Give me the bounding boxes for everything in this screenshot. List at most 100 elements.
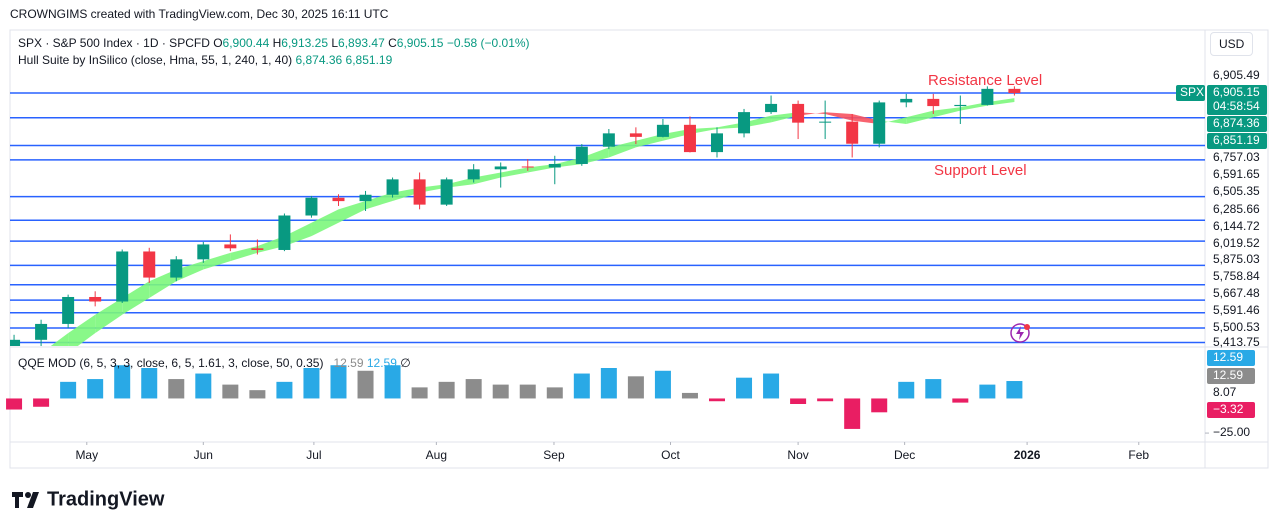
price-tag: 5,591.46 xyxy=(1213,303,1260,317)
qqe-tag: −3.32 xyxy=(1213,402,1244,416)
hull-legend: Hull Suite by InSilico (close, Hma, 55, … xyxy=(18,53,392,67)
hull-band xyxy=(987,98,1015,106)
hull-band xyxy=(906,110,934,124)
ohlc-value: 6,905.15 xyxy=(396,36,444,50)
hull-band xyxy=(500,167,528,178)
qqe-bar xyxy=(195,373,212,399)
qqe-bar xyxy=(627,376,644,399)
hull-band xyxy=(95,297,123,334)
hull-band xyxy=(392,187,420,201)
x-tick-label: Sep xyxy=(543,448,565,462)
qqe-bar xyxy=(60,381,77,399)
hull-tag-bg xyxy=(1207,116,1267,132)
hull-band xyxy=(149,269,177,298)
x-tick-label: 2026 xyxy=(1014,448,1041,462)
x-tick-label: Aug xyxy=(426,448,447,462)
ohlc-value: 6,900.44 xyxy=(222,36,270,50)
qqe-bar xyxy=(763,373,780,399)
candle-body xyxy=(35,323,48,340)
qqe-bar xyxy=(168,379,185,399)
qqe-tick-label: −25.00 xyxy=(1213,425,1250,439)
hull-tag: 6,874.36 xyxy=(1213,116,1260,130)
hull-band xyxy=(419,184,447,193)
hull-band xyxy=(311,209,339,237)
hull-band xyxy=(716,122,745,130)
hull-band xyxy=(744,115,772,128)
hull-band xyxy=(825,112,853,121)
header: CROWNGIMS created with TradingView.com, … xyxy=(10,7,389,21)
symbol-legend: SPX · S&P 500 Index · 1D · SPCFD O6,900.… xyxy=(18,36,530,50)
qqe-bar xyxy=(249,390,266,399)
hull-tag: 6,851.19 xyxy=(1213,133,1260,147)
qqe-bar xyxy=(222,384,239,399)
qqe-bar xyxy=(708,398,725,402)
currency-button[interactable]: USD xyxy=(1210,32,1254,56)
ohlc-key: L xyxy=(331,36,339,50)
price-tag: 6,591.65 xyxy=(1213,167,1260,181)
indicator-value: 6,874.36 xyxy=(295,53,343,67)
x-tick-label: Jul xyxy=(306,448,321,462)
qqe-bar xyxy=(87,379,104,399)
candle-body xyxy=(1008,88,1021,94)
qqe-bar xyxy=(736,377,753,399)
qqe-bar xyxy=(6,398,23,410)
candle-body xyxy=(305,197,318,216)
qqe-tag: 12.59 xyxy=(1213,368,1243,382)
hull-band xyxy=(879,117,907,124)
hull-band xyxy=(527,164,555,173)
hull-band xyxy=(662,129,690,141)
candle-body xyxy=(656,124,669,137)
ohlc: O6,900.44 H6,913.25 L6,893.47 C6,905.15 xyxy=(213,36,447,50)
candle-body xyxy=(819,121,832,123)
qqe-tag-bg xyxy=(1207,350,1255,366)
hull-band xyxy=(338,200,366,223)
price-tag: 5,875.03 xyxy=(1213,252,1260,266)
x-tick-label: May xyxy=(75,448,98,462)
candle-body xyxy=(10,339,21,346)
price-tag: 5,758.84 xyxy=(1213,269,1260,283)
qqe-bar xyxy=(1006,381,1023,399)
qqe-bar xyxy=(681,392,698,399)
candle-body xyxy=(62,296,75,324)
hull-band xyxy=(771,112,799,123)
price-tag: 6,285.66 xyxy=(1213,202,1260,216)
x-tick-label: Nov xyxy=(787,448,808,462)
price-tag: 6,144.72 xyxy=(1213,219,1260,233)
qqe-bar xyxy=(790,398,807,404)
ohlc-value: 6,893.47 xyxy=(338,36,385,50)
qqe-bar xyxy=(898,381,915,399)
qqe-bar xyxy=(925,379,942,399)
hull-band xyxy=(581,147,609,165)
x-tick-label: Oct xyxy=(661,448,680,462)
hull-band xyxy=(68,314,96,346)
candle-body xyxy=(278,215,291,250)
alert-icon xyxy=(1010,323,1030,343)
candle-body xyxy=(494,166,507,170)
price-tag: 6,757.03 xyxy=(1213,150,1260,164)
indicator-value: 12.59 xyxy=(366,356,397,370)
ohlc-key: C xyxy=(388,36,397,50)
candle-body xyxy=(197,244,210,260)
qqe-bar xyxy=(330,365,347,399)
hull-band xyxy=(50,333,69,346)
candle-body xyxy=(143,251,156,278)
candle-body xyxy=(927,98,940,107)
hull-band xyxy=(960,102,988,111)
candle-body xyxy=(116,251,129,302)
ohlc-key: H xyxy=(272,36,282,50)
hull-band xyxy=(635,134,663,148)
qqe-bar xyxy=(357,370,374,399)
candle-body xyxy=(792,103,805,123)
candle-body xyxy=(467,169,480,180)
qqe-bar xyxy=(141,368,158,399)
candle-body xyxy=(575,146,588,164)
annotation: Support Level xyxy=(934,162,1027,179)
price-plot xyxy=(10,86,1205,346)
price-tag: 6,905.49 xyxy=(1213,68,1260,82)
qqe-bar xyxy=(303,368,320,399)
candle-body xyxy=(981,88,994,105)
qqe-bar xyxy=(114,365,131,399)
symbol-tag-bg xyxy=(1176,85,1205,101)
candle-body xyxy=(846,121,859,144)
